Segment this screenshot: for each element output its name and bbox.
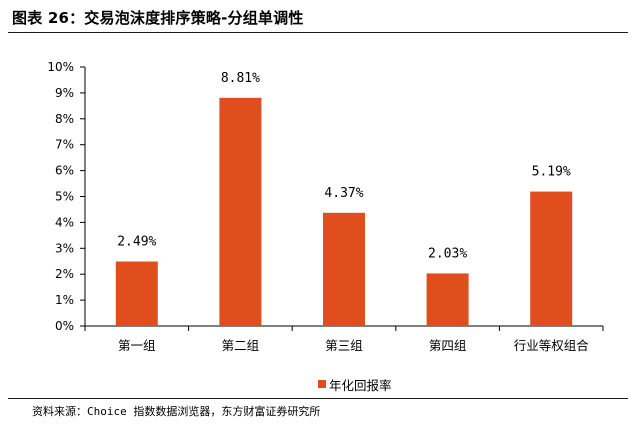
y-tick-label: 10% <box>47 60 74 74</box>
y-tick-label: 0% <box>55 319 74 333</box>
x-tick-label: 第一组 <box>118 338 156 353</box>
source-divider <box>8 398 628 399</box>
y-axis: 0% 1% 2% 3% 4% 5% 6% 7% 8% 9% 10% <box>47 60 86 333</box>
data-label: 8.81% <box>221 71 260 86</box>
bar <box>426 273 469 326</box>
y-tick-label: 2% <box>55 267 74 281</box>
x-axis: 第一组 第二组 第三组 第四组 行业等权组合 <box>84 325 604 353</box>
y-tick-label: 3% <box>55 241 74 255</box>
bar <box>219 97 262 326</box>
data-label: 5.19% <box>532 165 571 180</box>
title-row: 图表 26：交易泡沫度排序策略-分组单调性 <box>0 0 639 30</box>
legend: 年化回报率 <box>318 376 392 393</box>
bar <box>530 191 573 326</box>
data-label: 4.37% <box>324 186 363 201</box>
legend-label: 年化回报率 <box>329 377 392 393</box>
y-tick-label: 5% <box>55 190 74 204</box>
y-tick-label: 7% <box>55 138 74 152</box>
bar-series <box>115 97 573 326</box>
x-tick-label: 第四组 <box>429 338 467 353</box>
y-tick-label: 4% <box>55 215 74 229</box>
bar <box>115 261 158 326</box>
bar-chart: 0% 1% 2% 3% 4% 5% 6% 7% 8% 9% 10% 第一组 第二组 第三组 第四组 行业等权… <box>47 60 604 353</box>
y-tick-label: 9% <box>55 86 74 100</box>
figure-title: 图表 26：交易泡沫度排序策略-分组单调性 <box>12 9 304 27</box>
bar <box>323 212 365 326</box>
y-tick-label: 1% <box>55 293 74 307</box>
data-label: 2.49% <box>117 235 156 250</box>
x-tick-label: 第二组 <box>222 338 260 353</box>
data-label: 2.03% <box>428 246 467 261</box>
title-divider <box>8 32 628 33</box>
y-tick-label: 6% <box>55 164 74 178</box>
x-tick-label: 行业等权组合 <box>514 338 590 353</box>
legend-swatch <box>318 380 326 388</box>
y-tick-label: 8% <box>55 112 74 126</box>
x-tick-label: 第三组 <box>325 338 363 353</box>
data-labels: 2.49% 8.81% 4.37% 2.03% 5.19% <box>117 71 571 262</box>
source-note: 资料来源：Choice 指数数据浏览器，东方财富证券研究所 <box>32 405 321 418</box>
